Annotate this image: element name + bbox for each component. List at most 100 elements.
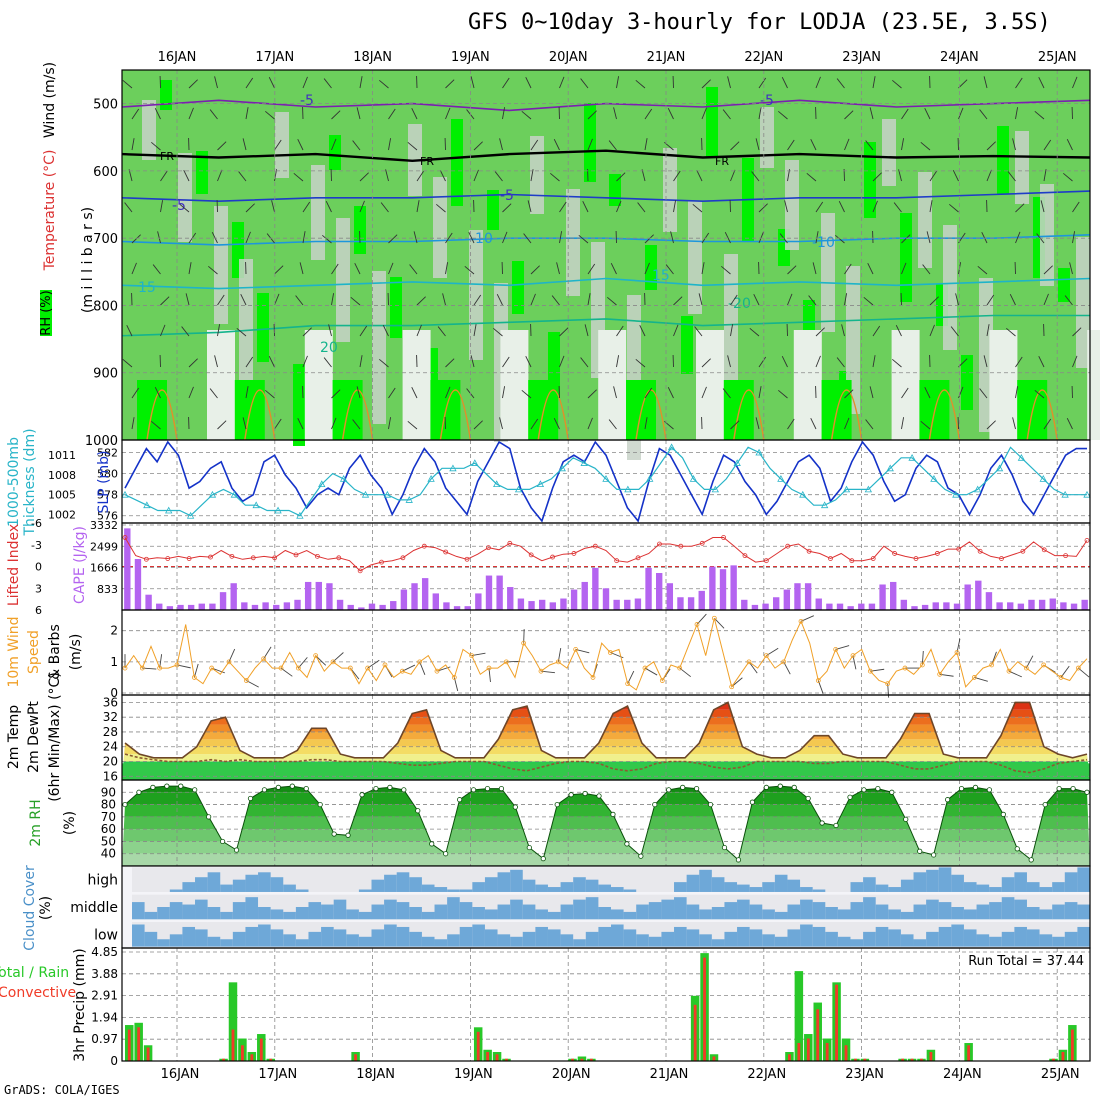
cloud-cell [951, 924, 964, 946]
rh2m-point [750, 800, 754, 804]
contour-label: FR [160, 150, 174, 163]
rh2m-point [722, 845, 726, 849]
cloud-cell [1052, 882, 1065, 892]
cape-bar [784, 590, 790, 610]
rh-dry-region [821, 213, 835, 332]
rh2m-point [708, 802, 712, 806]
date-label: 16JAN [158, 50, 197, 65]
rh2m-point [332, 832, 336, 836]
cape-bar [1007, 602, 1013, 610]
cape-bar [624, 600, 630, 610]
cloud-cell [1014, 927, 1027, 947]
cloud-cell [472, 924, 485, 946]
cloud-cell [1040, 934, 1053, 946]
cloud-cell [964, 909, 977, 919]
cloud-cell [372, 905, 385, 920]
cape-axis-label: CAPE (J/kg) [72, 526, 88, 604]
cloud-cell [435, 905, 448, 920]
cloud-cell-bg [145, 867, 158, 892]
cloud-cell [888, 929, 901, 946]
cloud-cell [220, 939, 233, 946]
precip-axis-label: 3hr Precip (mm) [72, 948, 88, 1061]
lifted-index-tick: -6 [31, 517, 42, 530]
precip-convective-bar [486, 1052, 489, 1061]
cloud-cell-bg [157, 867, 170, 892]
cloud-cell [888, 909, 901, 919]
cape-bar [539, 600, 545, 610]
lifted-index-axis-label: Lifted Index [6, 524, 22, 606]
cloud-cell [535, 885, 548, 892]
cloud-cell [561, 882, 574, 892]
rh2m-point [206, 815, 210, 819]
cloud-cell [485, 929, 498, 946]
rh-moist-region [487, 190, 499, 230]
rh2m-point [987, 788, 991, 792]
cloud-cell [321, 927, 334, 947]
rh-dry-region [663, 148, 677, 232]
cloud-cell [611, 924, 624, 946]
date-label: 20JAN [549, 50, 588, 65]
precip-convective-bar [354, 1054, 357, 1061]
precip-frame [122, 948, 1090, 1061]
lifted-index-tick: 0 [35, 561, 42, 574]
contour-label: 15 [652, 268, 670, 284]
rh-moist-region [997, 126, 1009, 194]
rh2m-axis-label: (%) [62, 811, 78, 835]
wind10m-axis-label: Speed [26, 630, 42, 674]
cloud-row-label: high [87, 873, 118, 889]
cloud-cell [914, 872, 927, 892]
cloud-cell [914, 905, 927, 920]
cloud-cell [258, 924, 271, 946]
cloud-cell [296, 939, 309, 946]
cloud-cell [624, 929, 637, 946]
cape-tick: 3332 [90, 519, 118, 532]
cloud-cell [510, 870, 523, 892]
cloud-axis-label: Cloud Cover [22, 865, 38, 951]
cape-bar [773, 597, 779, 610]
cloud-cell [636, 905, 649, 920]
cape-bar [316, 582, 322, 610]
cloud-cell [233, 880, 246, 892]
date-label: 20JAN [552, 1067, 591, 1082]
cloud-cell [384, 924, 397, 946]
rh-dry-region [469, 230, 483, 360]
cape-bar [1018, 604, 1024, 610]
cloud-cell [699, 934, 712, 946]
cape-tick: 1666 [90, 562, 118, 575]
precip-convective-bar [788, 1054, 791, 1061]
rh-moist-region [160, 80, 172, 110]
cape-bar [326, 583, 332, 610]
cloud-cell [485, 909, 498, 919]
rh-moist-region [354, 206, 366, 254]
cape-bar [135, 559, 141, 610]
cloud-cell [951, 907, 964, 919]
cape-bar [890, 582, 896, 610]
cloud-cell-bg [321, 867, 334, 892]
cloud-cell [1040, 887, 1053, 892]
cape-bar [922, 605, 928, 610]
rh2m-point [834, 823, 838, 827]
contour-label: -5 [500, 188, 514, 204]
cape-bar [379, 605, 385, 610]
slp-axis-label: SLP (mb) [96, 450, 112, 513]
rh2m-point [862, 788, 866, 792]
cape-bar [337, 600, 343, 610]
cape-bar [369, 604, 375, 610]
cloud-cell [661, 900, 674, 920]
cape-tick: 833 [97, 583, 118, 596]
rh-moist-region [584, 103, 596, 182]
cloud-cell [573, 900, 586, 920]
cloud-cell [258, 872, 271, 892]
rh2m-point [904, 817, 908, 821]
rh-moist-region [293, 364, 305, 446]
cloud-cell [195, 929, 208, 946]
cloud-cell [787, 929, 800, 946]
cloud-cell [762, 934, 775, 946]
cloud-cell [598, 927, 611, 947]
precip-convective-bar [232, 1030, 235, 1061]
cloud-cell [977, 885, 990, 892]
date-label: 23JAN [842, 50, 881, 65]
cloud-cell [258, 907, 271, 919]
cloud-cell [951, 875, 964, 892]
cloud-cell-bg [661, 867, 674, 892]
